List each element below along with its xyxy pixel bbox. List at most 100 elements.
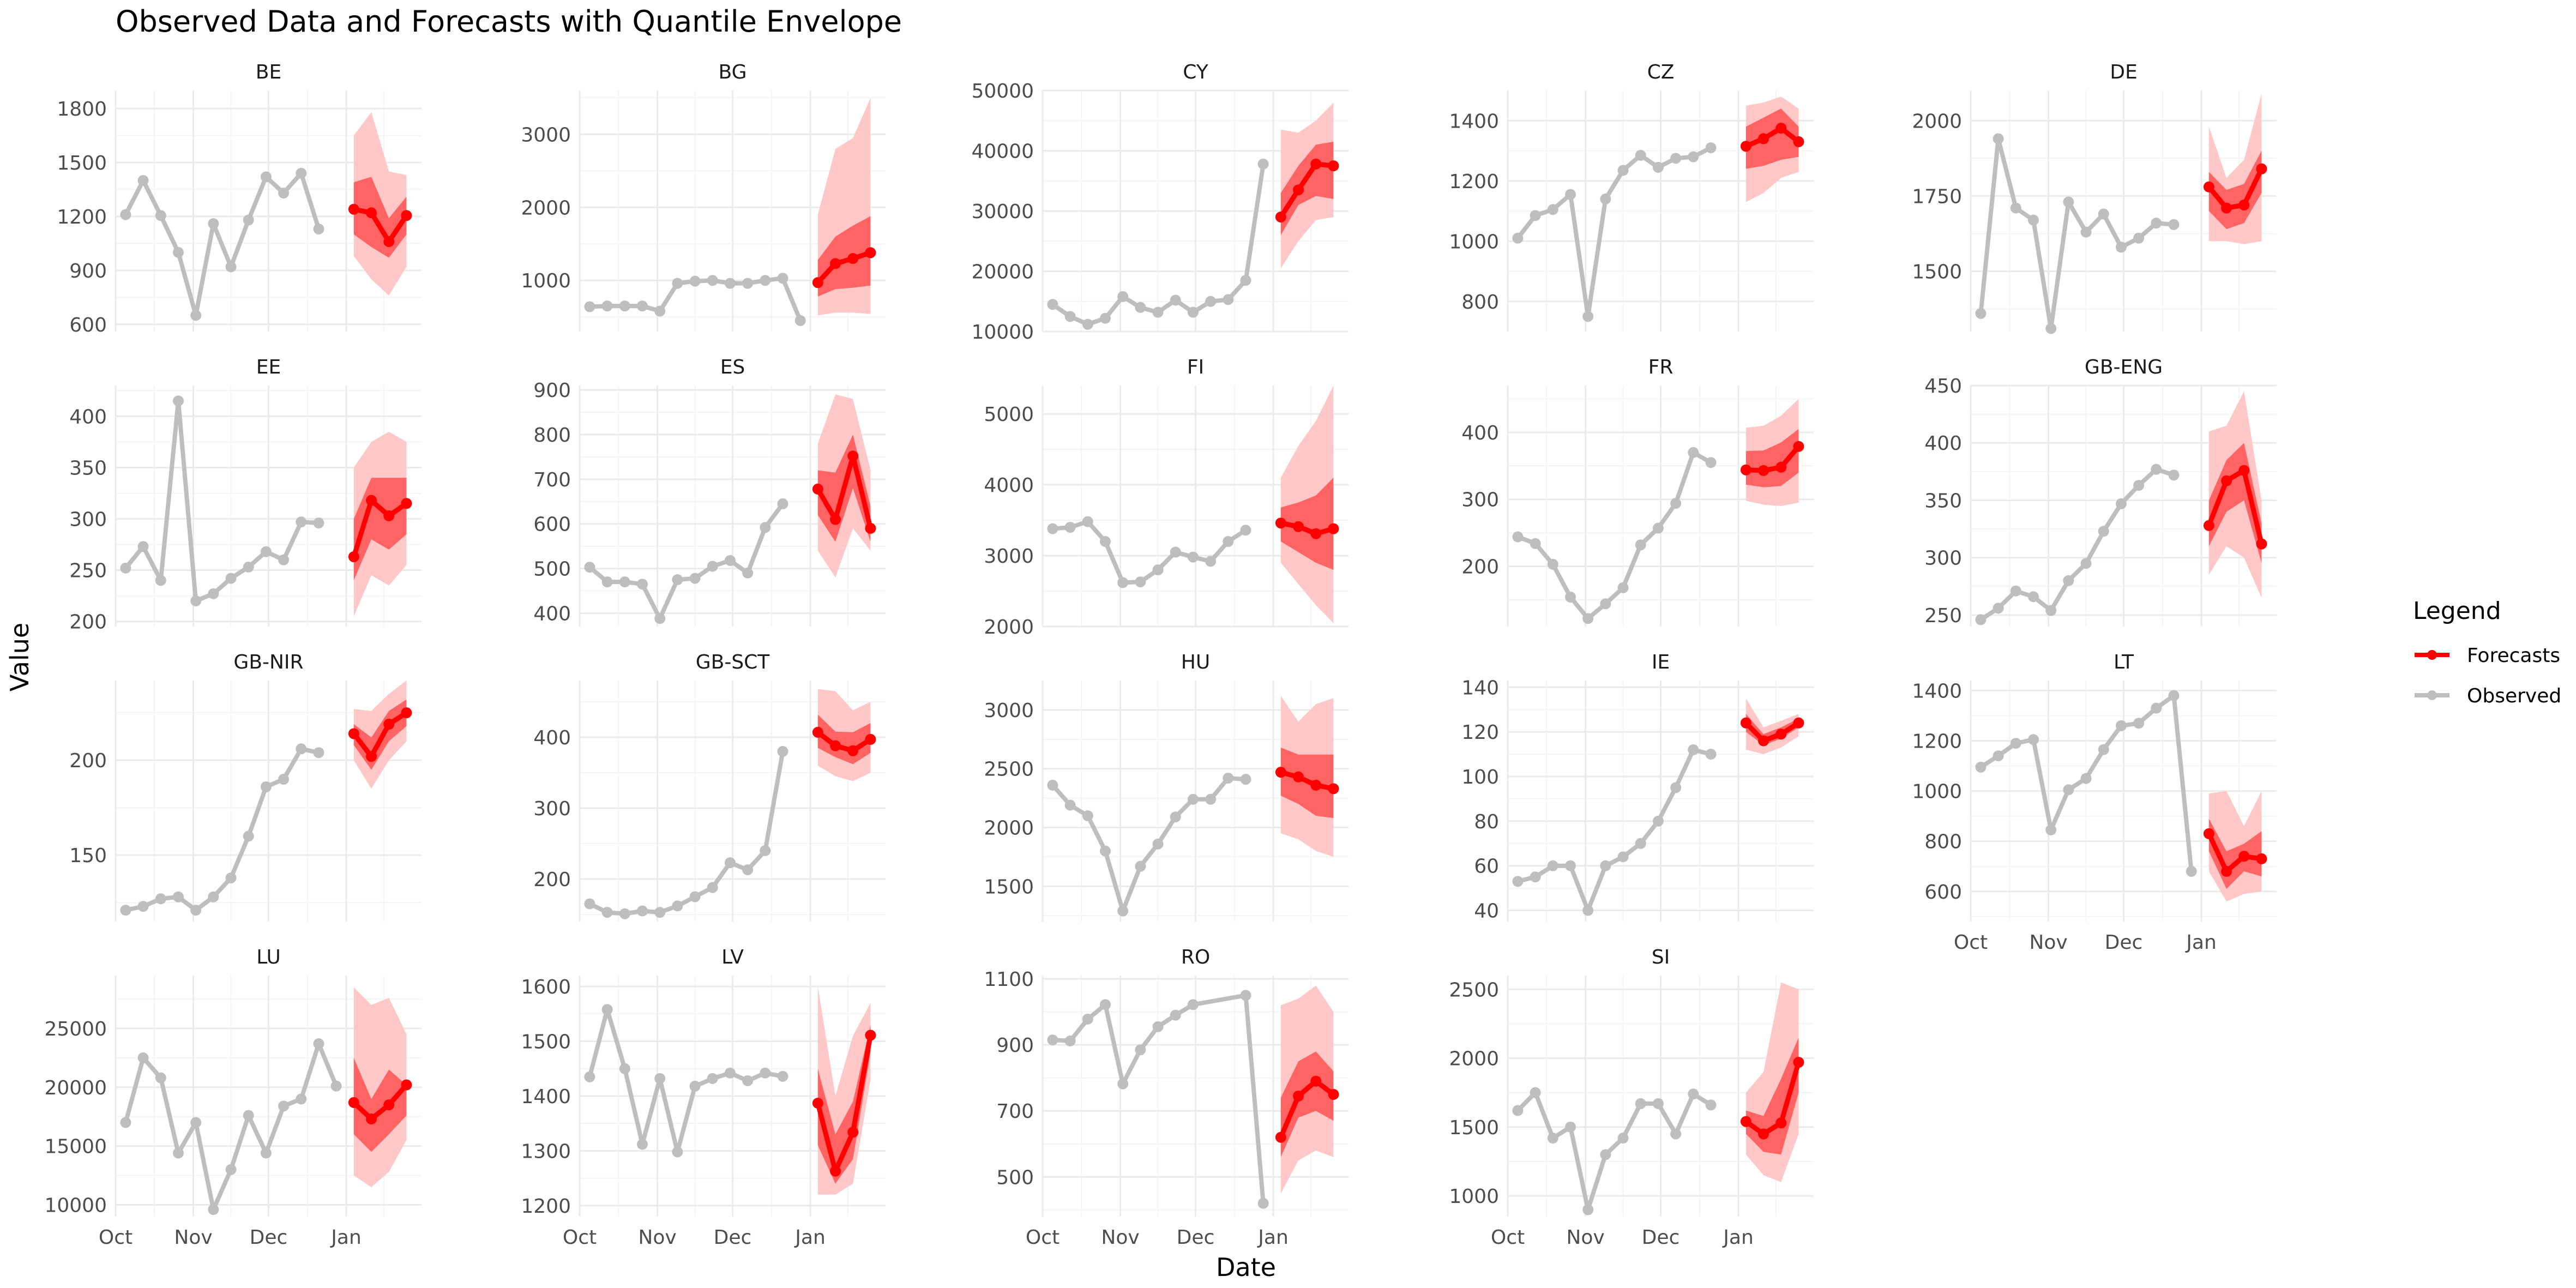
observed-point [1705, 142, 1717, 153]
x-tick-label: Dec [714, 1226, 752, 1249]
observed-point [278, 188, 290, 199]
observed-point [1564, 860, 1576, 871]
observed-point [225, 261, 237, 273]
forecast-point [366, 751, 377, 762]
forecast-band-inner [1746, 109, 1799, 169]
panel-title: EE [256, 356, 281, 378]
forecast-point [830, 514, 841, 525]
observed-point [1530, 210, 1541, 221]
observed-point [1617, 1133, 1629, 1144]
x-tick-label: Dec [250, 1226, 288, 1249]
observed-point [1170, 294, 1181, 306]
x-tick-label: Oct [99, 1226, 133, 1249]
x-tick-label: Nov [2029, 931, 2067, 954]
observed-point [243, 561, 254, 573]
y-tick-label: 10000 [44, 1194, 107, 1217]
observed-point [760, 1067, 771, 1079]
forecast-band-inner [817, 216, 871, 297]
panel-si: SI 1000 1500 2000 2500 Oct Nov Dec Jan [1449, 946, 1814, 1249]
observed-point [1047, 299, 1058, 310]
panels: BE 600 900 1200 1500 1800 BG 1000 2000 3000 CY 1000… [44, 61, 2277, 1249]
observed-point [1223, 536, 1234, 547]
x-tick-label: Nov [1566, 1226, 1604, 1249]
forecast-point [1328, 523, 1339, 534]
observed-point [1530, 538, 1541, 549]
observed-point [1688, 151, 1699, 162]
x-tick-label: Nov [1101, 1226, 1139, 1249]
y-tick-label: 1750 [1912, 185, 1962, 208]
forecast-point [2203, 520, 2214, 531]
observed-point [1205, 296, 1217, 307]
observed-point [1117, 1078, 1129, 1090]
forecast-point [812, 483, 823, 495]
observed-point [1117, 905, 1129, 917]
observed-point [2045, 605, 2057, 616]
observed-point [2168, 470, 2180, 481]
x-tick-label: Jan [794, 1226, 826, 1249]
y-tick-label: 1600 [521, 976, 571, 998]
observed-point [707, 275, 718, 286]
forecast-point [1758, 133, 1770, 145]
forecast-point [2203, 181, 2214, 192]
observed-point [278, 554, 290, 565]
observed-point [1617, 582, 1629, 593]
forecast-point [1293, 771, 1304, 783]
observed-point [1582, 905, 1594, 916]
observed-point [1117, 291, 1129, 302]
observed-point [243, 1110, 254, 1121]
forecast-point [1328, 783, 1339, 795]
observed-point [1205, 556, 1217, 567]
observed-point [1135, 576, 1146, 588]
observed-point [1047, 523, 1058, 534]
y-tick-label: 1000 [1449, 1185, 1499, 1208]
forecast-point [401, 210, 412, 221]
y-tick-label: 450 [1924, 375, 1962, 398]
y-tick-label: 400 [533, 603, 571, 625]
forecast-point [2238, 199, 2250, 210]
y-tick-label: 40000 [971, 141, 1034, 163]
y-tick-label: 4000 [984, 474, 1034, 497]
y-tick-label: 1200 [1912, 731, 1962, 753]
observed-point [313, 223, 324, 234]
x-tick-label: Oct [1026, 1226, 1060, 1249]
observed-point [1582, 1204, 1594, 1215]
observed-point [2168, 690, 2180, 701]
panel-lv: LV 1200 1300 1400 1500 1600 Oct Nov Dec Jan [521, 946, 886, 1249]
y-tick-label: 1000 [1912, 781, 1962, 803]
x-axis-label: Date [1216, 1253, 1276, 1282]
observed-point [1670, 498, 1682, 509]
observed-point [1688, 744, 1699, 755]
observed-point [1547, 558, 1558, 570]
x-tick-label: Nov [638, 1226, 676, 1249]
observed-point [2080, 558, 2092, 569]
forecast-point [865, 522, 876, 534]
observed-point [2027, 591, 2039, 603]
observed-point [120, 1117, 131, 1128]
observed-point [777, 1070, 789, 1082]
observed-point [1152, 306, 1164, 318]
forecast-line [1280, 520, 1334, 537]
x-tick-label: Oct [1954, 931, 1988, 954]
observed-point [120, 209, 131, 220]
forecast-line [1744, 1061, 1801, 1136]
panel-lu: LU 10000 15000 20000 25000 Oct Nov Dec Jan [44, 946, 422, 1249]
panel-gb-nir: GB-NIR 150 200 [69, 651, 422, 922]
forecast-point [1328, 1088, 1339, 1100]
observed-point [1975, 761, 1987, 773]
observed-point [654, 907, 666, 918]
observed-line [124, 399, 319, 603]
x-tick-label: Dec [1177, 1226, 1215, 1249]
y-tick-label: 1100 [984, 968, 1034, 991]
y-tick-label: 350 [1924, 490, 1962, 512]
panel-ee: EE 200 250 300 350 400 [69, 356, 422, 634]
observed-point [1223, 772, 1234, 784]
forecast-point [1275, 1131, 1286, 1143]
y-tick-label: 80 [1474, 811, 1499, 833]
y-tick-label: 500 [533, 558, 571, 581]
observed-point [155, 575, 166, 586]
y-tick-label: 1500 [984, 876, 1034, 898]
y-axis-label: Value [5, 623, 34, 691]
panel-title: GB-SCT [696, 651, 771, 673]
observed-point [1257, 158, 1269, 170]
observed-point [1993, 750, 2004, 762]
